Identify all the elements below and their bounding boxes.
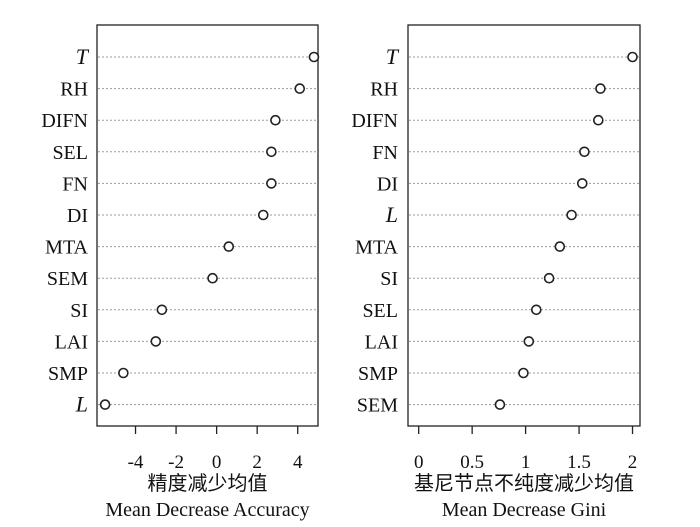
data-point <box>270 114 281 126</box>
data-point <box>530 304 542 316</box>
category-label: T <box>386 44 400 69</box>
x-axis-label: Mean Decrease Accuracy <box>105 499 309 521</box>
data-point <box>266 178 277 189</box>
data-point <box>566 209 577 221</box>
category-label: RH <box>370 79 398 101</box>
x-tick-label: 0.5 <box>460 452 484 473</box>
category-label: DI <box>67 205 88 227</box>
category-label: LAI <box>55 331 88 353</box>
x-tick-label: 2 <box>252 452 262 473</box>
data-point <box>554 241 566 252</box>
x-axis-label: Mean Decrease Gini <box>442 499 607 521</box>
category-label: L <box>385 202 398 227</box>
category-label: MTA <box>355 237 398 259</box>
data-point <box>150 336 162 347</box>
plot-frame <box>96 24 319 427</box>
x-tick-label: 0 <box>212 452 222 473</box>
data-point <box>156 304 168 316</box>
plot-frame <box>407 24 641 427</box>
category-label: SMP <box>48 363 88 385</box>
x-tick-label: -4 <box>128 452 144 473</box>
category-label: SEM <box>357 395 398 417</box>
data-point <box>579 146 590 158</box>
data-point <box>595 83 606 94</box>
x-axis-label: 精度减少均值 <box>148 472 268 495</box>
chart-panel-2: T RH DIFN FN DI L MTA SI SEL LAI SMP SEM 0 0.5 1 1.5 2基尼… <box>351 24 641 521</box>
x-tick-label: 0 <box>414 452 424 473</box>
data-point <box>523 336 535 347</box>
data-point <box>294 83 306 94</box>
data-point <box>308 51 320 63</box>
data-point <box>627 51 638 63</box>
category-label: DIFN <box>351 110 398 132</box>
x-axis-label: 基尼节点不纯度减少均值 <box>414 472 634 495</box>
data-point <box>576 178 588 189</box>
x-tick-label: 1 <box>521 452 531 473</box>
category-label: MTA <box>45 237 88 259</box>
data-point <box>543 272 555 284</box>
category-label: SEM <box>47 268 88 290</box>
category-label: SEL <box>52 142 88 164</box>
category-label: T <box>76 44 90 69</box>
category-label: FN <box>62 173 88 195</box>
category-label: SI <box>70 300 88 322</box>
data-point <box>593 114 604 126</box>
data-point <box>99 399 111 410</box>
chart-panel-1: T RH DIFN SEL FN DI MTA SEM SI LAI SMP L -4 -2 0 2 4 精度减少… <box>41 24 320 521</box>
data-point <box>266 146 277 158</box>
category-label: RH <box>60 79 88 101</box>
data-point <box>223 241 235 252</box>
data-point <box>257 209 269 221</box>
category-label: DIFN <box>41 110 88 132</box>
data-point <box>518 367 529 379</box>
data-point <box>494 399 506 410</box>
x-tick-label: 1.5 <box>567 452 591 473</box>
data-point <box>118 367 129 379</box>
category-label: LAI <box>365 331 398 353</box>
x-tick-label: 4 <box>293 452 303 473</box>
category-label: SMP <box>358 363 398 385</box>
data-point <box>207 272 218 284</box>
category-label: DI <box>377 173 398 195</box>
category-label: SI <box>380 268 398 290</box>
x-tick-label: -2 <box>168 452 184 473</box>
x-tick-label: 2 <box>628 452 638 473</box>
category-label: L <box>75 392 88 417</box>
category-label: FN <box>372 142 398 164</box>
category-label: SEL <box>362 300 398 322</box>
